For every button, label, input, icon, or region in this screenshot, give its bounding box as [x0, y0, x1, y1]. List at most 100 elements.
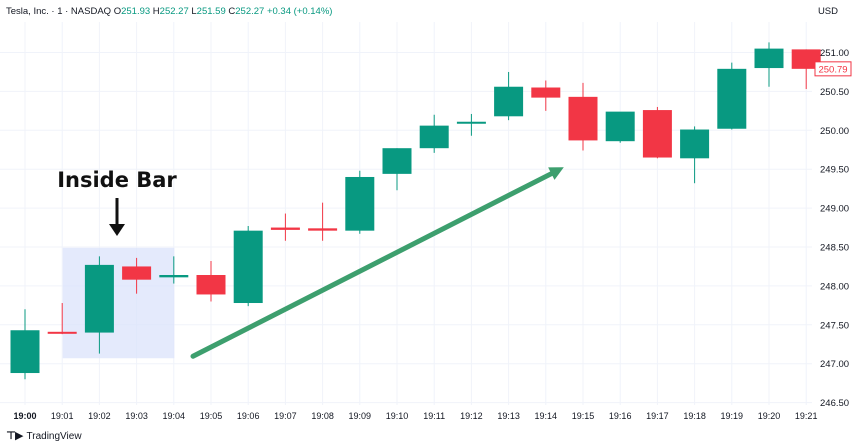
candle-1909	[345, 170, 375, 234]
candle-body	[605, 111, 635, 142]
close-value: 252.27	[235, 6, 265, 17]
x-tick-label: 19:06	[237, 411, 260, 421]
x-tick-label: 19:19	[721, 411, 744, 421]
x-tick-label: 19:13	[497, 411, 520, 421]
close-label: C	[228, 6, 236, 17]
candle-1906	[233, 225, 263, 307]
time-axis[interactable]: 19:00 19:01 19:02 19:03 19:04 19:05 19:06 19:07…	[13, 411, 817, 421]
candle-body	[345, 176, 375, 231]
candle-body	[642, 110, 672, 158]
open-label: O	[113, 6, 122, 17]
inside-bar-highlight	[62, 247, 175, 359]
candle-body	[308, 228, 338, 231]
change-value: +0.34 (+0.14%)	[266, 6, 333, 17]
y-tick-label: 246.50	[820, 398, 849, 409]
trend-arrow-shaft	[190, 171, 554, 359]
candle-1904	[159, 256, 189, 284]
x-tick-label: 19:21	[795, 411, 818, 421]
brand-logo[interactable]: ⊤▶ TradingView	[6, 429, 82, 442]
price-axis[interactable]: 251.00 250.50 250.00 249.50 249.00 248.50 248.…	[814, 48, 852, 409]
candle-body	[419, 125, 449, 149]
candle-body	[568, 96, 598, 141]
candle-1917	[642, 106, 672, 159]
candles	[10, 42, 821, 380]
candle-1912	[456, 113, 486, 136]
x-tick-label: 19:07	[274, 411, 297, 421]
candle-1900	[10, 309, 40, 380]
open-value: 251.93	[121, 6, 151, 17]
high-label: H	[152, 6, 160, 17]
candle-body	[196, 275, 226, 295]
candle-body	[680, 129, 710, 159]
candle-body	[717, 68, 747, 129]
candle-1910	[382, 148, 412, 191]
y-tick-label: 250.00	[820, 126, 849, 137]
x-tick-label: 19:16	[609, 411, 632, 421]
candle-1921	[791, 49, 821, 90]
candle-1916	[605, 111, 635, 143]
last-price-label: 250.79	[818, 64, 847, 75]
inside-bar-annotation: Inside Bar	[57, 168, 177, 236]
x-tick-label: 19:01	[51, 411, 74, 421]
brand-name: TradingView	[26, 431, 82, 442]
x-tick-label: 19:11	[423, 411, 445, 421]
y-tick-label: 249.00	[820, 204, 849, 215]
x-tick-label: 19:14	[535, 411, 558, 421]
candle-1908	[308, 202, 338, 241]
candle-1903	[122, 257, 152, 294]
currency-label: USD	[817, 6, 838, 17]
x-tick-label: 19:00	[13, 411, 36, 421]
candle-body	[456, 121, 486, 124]
candle-1901	[47, 303, 77, 335]
last-price-box	[814, 61, 852, 77]
symbol-name: Tesla, Inc. · 1 · NASDAQ	[6, 6, 112, 17]
x-tick-label: 19:15	[572, 411, 595, 421]
candle-1907	[270, 213, 300, 241]
candle-1902	[84, 256, 114, 354]
candle-1914	[531, 80, 561, 111]
candle-body	[382, 148, 412, 174]
candle-1913	[494, 71, 524, 121]
x-tick-label: 19:10	[386, 411, 409, 421]
y-tick-label: 247.50	[820, 320, 849, 331]
high-value: 252.27	[159, 6, 189, 17]
tradingview-icon: ⊤▶	[6, 430, 23, 442]
x-tick-label: 19:09	[349, 411, 372, 421]
candle-body	[159, 275, 189, 278]
y-tick-label: 248.00	[820, 281, 849, 292]
candle-body	[233, 230, 263, 304]
x-tick-label: 19:08	[311, 411, 334, 421]
annotation-text: Inside Bar	[57, 168, 177, 192]
candle-body	[122, 266, 152, 280]
candle-body	[84, 264, 114, 333]
annotation-arrow-head	[109, 224, 125, 236]
candle-body	[791, 49, 821, 69]
low-label: L	[191, 6, 197, 17]
x-tick-label: 19:04	[163, 411, 186, 421]
candle-body	[270, 227, 300, 230]
candle-body	[47, 331, 77, 334]
candle-body	[531, 87, 561, 98]
candle-body	[754, 48, 784, 69]
y-tick-label: 250.50	[820, 87, 849, 98]
x-tick-label: 19:03	[125, 411, 148, 421]
x-tick-label: 19:18	[683, 411, 706, 421]
x-tick-label: 19:12	[460, 411, 483, 421]
y-tick-label: 247.00	[820, 359, 849, 370]
candle-1919	[717, 62, 747, 130]
x-tick-label: 19:02	[88, 411, 111, 421]
y-tick-label: 249.50	[820, 165, 849, 176]
low-value: 251.59	[196, 6, 226, 17]
x-tick-label: 19:20	[758, 411, 781, 421]
candle-1920	[754, 42, 784, 87]
y-tick-label: 251.00	[820, 48, 849, 59]
candle-1918	[680, 126, 710, 184]
x-tick-label: 19:17	[646, 411, 669, 421]
candle-1911	[419, 114, 449, 153]
trend-arrow	[190, 167, 564, 359]
candle-1915	[568, 82, 598, 151]
trend-arrow-head	[548, 167, 564, 180]
x-tick-label: 19:05	[200, 411, 223, 421]
candle-body	[10, 330, 40, 374]
